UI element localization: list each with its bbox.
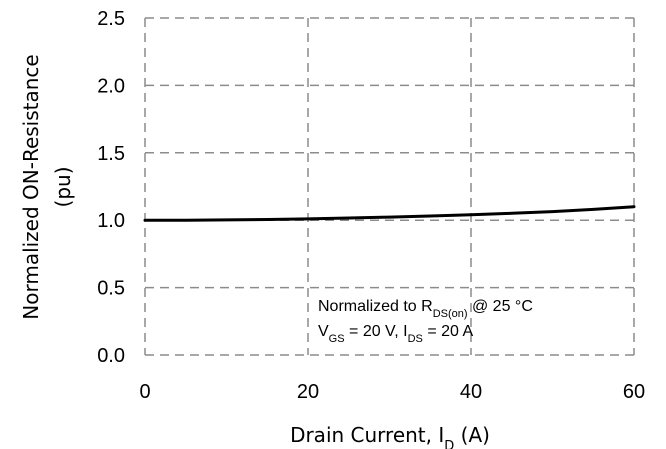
series-group — [143, 205, 636, 222]
annotation-line1: Normalized to RDS(on) @ 25 °C — [318, 298, 533, 320]
y-tick-label: 1.0 — [97, 210, 125, 232]
y-tick-label: 2.5 — [97, 8, 125, 30]
y-tick-label: 1.5 — [97, 143, 125, 165]
x-tick-label: 60 — [623, 381, 645, 403]
series-line-0 — [143, 205, 636, 222]
annotation-line2: VGS = 20 V, IDS = 20 A — [318, 323, 473, 345]
y-axis-label: Normalized ON-Resistance (pu) — [19, 54, 75, 319]
y-tick-label: 0.5 — [97, 278, 125, 300]
y-tick-labels: 0.0 0.5 1.0 1.5 2.0 2.5 — [97, 8, 125, 367]
y-axis-label-line1: Normalized ON-Resistance — [19, 54, 43, 319]
y-axis-label-line2: (pu) — [51, 167, 75, 208]
x-axis-label: Drain Current, ID (A) — [290, 423, 490, 449]
y-tick-label: 0.0 — [97, 345, 125, 367]
x-tick-label: 20 — [297, 381, 319, 403]
y-tick-label: 2.0 — [97, 75, 125, 97]
x-tick-labels: 0 20 40 60 — [139, 381, 645, 403]
x-tick-label: 0 — [139, 381, 150, 403]
x-tick-label: 40 — [460, 381, 482, 403]
